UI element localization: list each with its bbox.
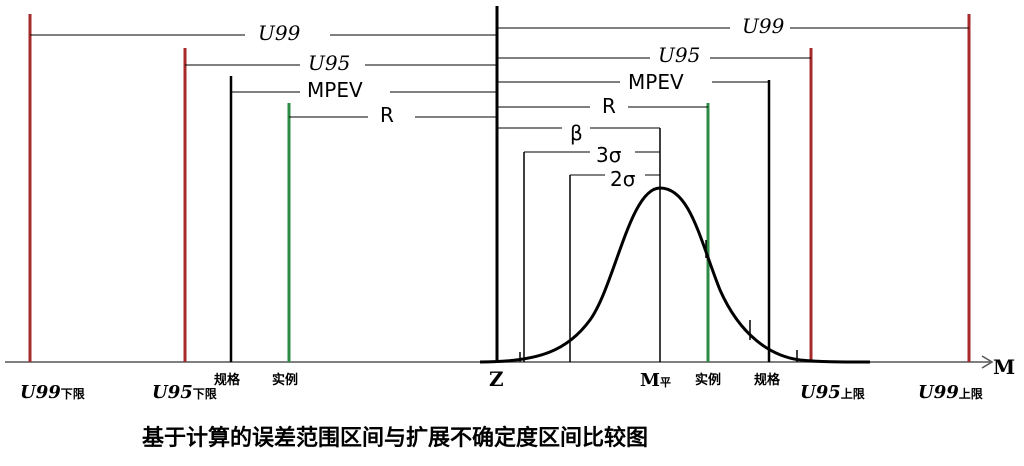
u95-left-label: U95: [308, 51, 350, 75]
beta-label: β: [570, 121, 583, 145]
spec-upper-label: 规格: [754, 372, 781, 388]
mpev-right-label: MPEV: [628, 70, 684, 94]
r-right-label: R: [602, 94, 616, 118]
u95-upper-label: U95上限: [800, 382, 865, 403]
u99-upper-label: U99上限: [918, 382, 983, 403]
mean-label: M平: [640, 370, 671, 391]
u95-lower-label: U95下限: [152, 382, 217, 403]
u99-left-label: U99: [258, 21, 301, 45]
sigma3-label: 3σ: [596, 143, 622, 167]
u99-lower-label: U99下限: [20, 382, 85, 403]
zero-label: Z: [489, 367, 504, 391]
normal-distribution-curve: [479, 186, 871, 364]
spec-lower-label: 规格: [214, 372, 241, 388]
mpev-left-label: MPEV: [307, 78, 363, 102]
r-left-label: R: [380, 103, 394, 127]
actual-upper-label: 实例: [695, 372, 721, 388]
u99-right-label: U99: [742, 14, 785, 38]
actual-lower-label: 实例: [272, 372, 298, 388]
diagram-caption: 基于计算的误差范围区间与扩展不确定度区间比较图: [141, 426, 648, 451]
axis-arrow: [981, 355, 994, 369]
axis-label: M: [993, 355, 1015, 379]
sigma2-label: 2σ: [610, 167, 636, 191]
u95-right-label: U95: [658, 43, 700, 67]
